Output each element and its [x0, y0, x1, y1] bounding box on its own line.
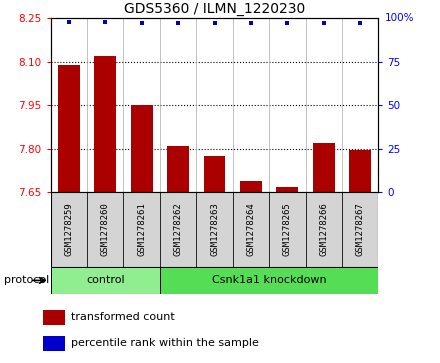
Text: GSM1278259: GSM1278259	[64, 203, 73, 257]
Bar	[276, 187, 298, 192]
Text: GSM1278267: GSM1278267	[356, 203, 365, 257]
Bar	[313, 143, 335, 192]
Bar	[51, 192, 87, 267]
Bar	[124, 192, 160, 267]
Bar	[160, 192, 196, 267]
Text: percentile rank within the sample: percentile rank within the sample	[71, 338, 259, 348]
Text: GSM1278264: GSM1278264	[246, 203, 256, 257]
Bar	[43, 336, 65, 351]
Bar	[58, 65, 80, 192]
Bar	[240, 181, 262, 192]
Text: protocol: protocol	[4, 276, 50, 285]
Bar	[349, 150, 371, 192]
Bar	[87, 192, 124, 267]
Text: GSM1278266: GSM1278266	[319, 203, 328, 257]
Bar	[305, 192, 342, 267]
Bar	[167, 146, 189, 192]
Bar	[269, 192, 305, 267]
Text: GSM1278260: GSM1278260	[101, 203, 110, 257]
Bar	[342, 192, 378, 267]
Bar	[51, 267, 160, 294]
Text: GSM1278261: GSM1278261	[137, 203, 146, 257]
Text: GSM1278262: GSM1278262	[173, 203, 183, 257]
Text: GSM1278263: GSM1278263	[210, 203, 219, 257]
Bar	[94, 56, 116, 192]
Bar	[160, 267, 378, 294]
Text: Csnk1a1 knockdown: Csnk1a1 knockdown	[212, 276, 326, 285]
Bar	[196, 192, 233, 267]
Bar	[204, 156, 225, 192]
Bar	[131, 105, 153, 192]
Bar	[233, 192, 269, 267]
Text: 100%: 100%	[385, 13, 414, 23]
Text: transformed count: transformed count	[71, 312, 175, 322]
Text: GSM1278265: GSM1278265	[283, 203, 292, 257]
Bar	[43, 310, 65, 325]
Text: control: control	[86, 276, 125, 285]
Title: GDS5360 / ILMN_1220230: GDS5360 / ILMN_1220230	[124, 2, 305, 16]
